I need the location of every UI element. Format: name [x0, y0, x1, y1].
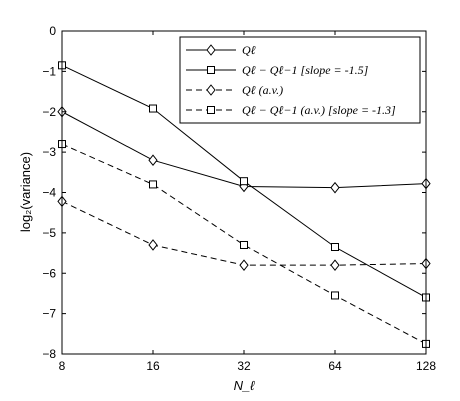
x-tick-label: 32: [237, 359, 251, 373]
y-tick-label: −8: [42, 347, 56, 361]
y-tick-label: −2: [42, 105, 56, 119]
legend-label: Qℓ − Qℓ−1 [slope = -1.5]: [242, 63, 369, 77]
data-point: [149, 180, 157, 189]
legend-marker: [206, 84, 216, 96]
y-tick-label: −4: [42, 186, 56, 200]
y-tick-label: −3: [42, 145, 56, 159]
series-3: [57, 195, 431, 271]
legend-marker: [207, 66, 215, 74]
legend-box: [179, 36, 421, 124]
y-axis-label: log₂(variance): [18, 152, 33, 232]
data-point: [149, 104, 157, 113]
legend-marker: [206, 44, 216, 56]
data-point: [331, 243, 339, 252]
data-point: [331, 291, 339, 300]
data-point: [239, 259, 249, 271]
y-tick-label: −7: [42, 307, 56, 321]
legend-label: Qℓ: [242, 43, 256, 57]
data-point: [330, 259, 340, 271]
data-point: [148, 154, 158, 167]
y-tick-label: −1: [42, 64, 56, 78]
x-tick-label: 16: [146, 359, 160, 373]
x-tick-label: 64: [328, 359, 342, 373]
x-tick-label: 128: [416, 359, 436, 373]
y-tick-label: −5: [42, 226, 56, 240]
data-point: [240, 177, 248, 186]
legend-label: Qℓ (a.v.): [242, 83, 283, 97]
y-tick-label: −6: [42, 266, 56, 280]
legend: Qℓ Qℓ − Qℓ−1 [slope = -1.5] Qℓ (a.v.) Qℓ − …: [179, 36, 421, 124]
x-tick-label: 8: [59, 359, 66, 373]
y-tick-label: 0: [49, 24, 56, 38]
x-axis-label: N_ℓ: [234, 378, 256, 393]
legend-label: Qℓ − Qℓ−1 (a.v.) [slope = -1.3]: [242, 103, 396, 117]
data-point: [240, 240, 248, 249]
legend-marker: [207, 106, 215, 114]
data-point: [330, 181, 340, 194]
data-point: [148, 239, 158, 251]
ticks-layer: 8 16 32 64 128 0 −1 −2 −3 −4 −5 −6 −7 −8: [42, 24, 436, 373]
